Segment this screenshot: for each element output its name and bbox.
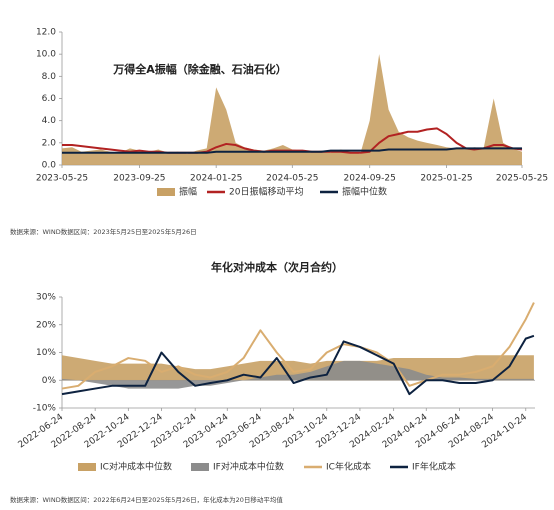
legend-label: 振幅	[179, 186, 197, 198]
x-tick-label: 2024-05-25	[266, 174, 318, 184]
legend-label: IC年化成本	[326, 461, 371, 473]
source-note: 数据来源：WIND数据区间：2022年6月24日至2025年5月26日，年化成本…	[10, 495, 283, 504]
legend-label: 20日振幅移动平均	[229, 186, 303, 198]
x-tick-label: 2025-05-25	[496, 174, 548, 184]
line	[61, 302, 535, 390]
legend-label: 振幅中位数	[342, 186, 387, 198]
legend-swatch	[191, 463, 209, 471]
line	[62, 127, 523, 154]
y-tick-label: 10.0	[36, 50, 56, 60]
line	[62, 147, 522, 154]
x-tick-label: 2023-09-25	[113, 174, 165, 184]
x-tick-label: 2025-01-25	[420, 174, 472, 184]
y-tick-label: 30%	[36, 293, 56, 303]
y-tick-label: 0.0	[42, 161, 57, 171]
chart-title: 万得全A振幅（除金融、石油石化）	[112, 62, 287, 76]
y-tick-label: 0%	[42, 376, 57, 386]
legend-label: IF对冲成本中位数	[213, 461, 284, 473]
y-tick-label: 12.0	[36, 28, 56, 38]
y-tick-label: 20%	[36, 320, 56, 330]
x-tick-label: 2023-05-25	[36, 174, 88, 184]
legend-swatch	[157, 188, 175, 196]
y-tick-label: 10%	[36, 348, 56, 358]
area	[62, 360, 534, 389]
source-note: 数据来源：WIND数据区间：2023年5月25日至2025年5月26日	[10, 227, 197, 236]
line	[61, 334, 535, 396]
area	[62, 54, 522, 165]
x-tick-label: 2024-01-25	[190, 174, 242, 184]
legend-label: IC对冲成本中位数	[100, 461, 172, 473]
y-tick-label: -10%	[33, 404, 57, 414]
chart-title: 年化对冲成本（次月合约）	[211, 260, 343, 274]
legend-label: IF年化成本	[412, 461, 456, 473]
legend-swatch	[78, 463, 96, 471]
x-tick-label: 2024-09-25	[344, 174, 396, 184]
y-tick-label: 8.0	[42, 72, 57, 82]
y-tick-label: 4.0	[42, 116, 57, 126]
y-tick-label: 6.0	[42, 94, 57, 104]
y-tick-label: 2.0	[42, 138, 57, 148]
